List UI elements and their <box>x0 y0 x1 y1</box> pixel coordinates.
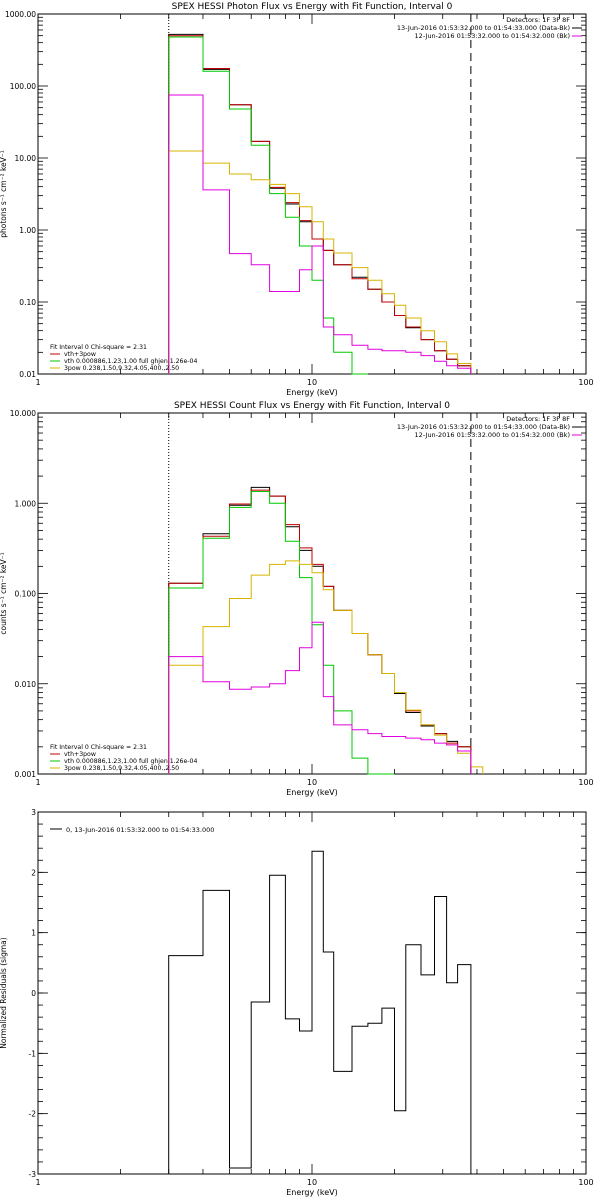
legend-entry: 13-Jun-2016 01:53:32.000 to 01:54:33.000… <box>397 24 570 32</box>
series-line-3pow <box>168 560 484 774</box>
y-tick-label: 3 <box>31 808 36 817</box>
x-axis-label: Energy (keV) <box>286 1188 338 1197</box>
legend-entry: 13-Jun-2016 01:53:32.000 to 01:54:33.000… <box>397 423 570 431</box>
x-tick-label: 1 <box>35 378 40 387</box>
y-tick-label: 0 <box>31 989 36 998</box>
series-line-0 <box>168 850 472 1174</box>
y-tick-label: 0.100 <box>15 590 37 599</box>
photon-flux-panel: SPEX HESSI Photon Flux vs Energy with Fi… <box>0 2 594 397</box>
x-tick-label: 10 <box>307 378 317 387</box>
y-tick-label: 1000.00 <box>5 10 36 19</box>
y-axis-label: photons s⁻¹ cm⁻² keV⁻¹ <box>0 150 8 238</box>
y-tick-label: 10.000 <box>10 409 36 418</box>
x-tick-label: 10 <box>307 1178 317 1187</box>
legend-entry: 3pow 0.238,1.50,9.32,4.05,400.,2.50 <box>64 365 179 372</box>
y-tick-label: 1 <box>31 929 36 938</box>
series-line-bk <box>168 621 472 774</box>
series-line-data-bk <box>168 33 472 374</box>
x-tick-label: 1 <box>35 1178 40 1187</box>
y-tick-label: 1.000 <box>15 499 37 508</box>
chart-title: SPEX HESSI Photon Flux vs Energy with Fi… <box>172 2 453 12</box>
y-tick-label: 100.00 <box>10 82 36 91</box>
x-tick-label: 100 <box>578 778 593 787</box>
count-flux-panel: SPEX HESSI Count Flux vs Energy with Fit… <box>0 401 594 797</box>
series-line-data-bk <box>168 486 472 774</box>
x-tick-label: 1 <box>35 778 40 787</box>
x-tick-label: 100 <box>578 1178 593 1187</box>
x-tick-label: 10 <box>307 778 317 787</box>
y-tick-label: 2 <box>31 868 36 877</box>
series-line-vth <box>168 491 395 775</box>
y-axis-label: Normalized Residuals (sigma) <box>0 937 8 1048</box>
x-axis-label: Energy (keV) <box>286 388 338 397</box>
series-line-3pow <box>168 150 472 374</box>
legend-entry: Detectors: 1F 3F 8F <box>506 16 570 24</box>
y-tick-label: 0.001 <box>15 770 37 779</box>
y-tick-label: -1 <box>29 1049 37 1058</box>
x-axis-label: Energy (keV) <box>286 788 338 797</box>
legend-entry: 0, 13-Jun-2016 01:53:32.000 to 01:54:33.… <box>66 826 214 834</box>
y-tick-label: 1.00 <box>19 226 36 235</box>
plot-frame <box>37 13 587 375</box>
legend-entry: Fit Interval 0 Chi-square = 2.31 <box>50 344 147 351</box>
legend-entry: vth 0.000886,1.23,1.00 full ghjen 1.26e-… <box>64 758 197 765</box>
legend-entry: 12-Jun-2016 01:53:32.000 to 01:54:32.000… <box>415 32 570 40</box>
legend-entry: vth 0.000886,1.23,1.00 full ghjen 1.26e-… <box>64 358 197 365</box>
series-line-bk <box>168 94 472 374</box>
series-line-vth-3pow <box>168 489 472 774</box>
series-line-vth <box>168 36 368 375</box>
y-tick-label: 0.010 <box>15 680 37 689</box>
legend-entry: 3pow 0.238,1.50,9.32,4.05,400.,2.50 <box>64 765 179 772</box>
legend-entry: 12-Jun-2016 01:53:32.000 to 01:54:32.000… <box>415 431 570 439</box>
y-tick-label: 10.00 <box>15 154 37 163</box>
y-tick-label: -3 <box>29 1170 37 1179</box>
x-tick-label: 100 <box>578 378 593 387</box>
series-line-vth-3pow <box>168 35 472 374</box>
y-axis-label: counts s⁻¹ cm⁻² keV⁻¹ <box>0 552 8 634</box>
chart-title: SPEX HESSI Count Flux vs Energy with Fit… <box>174 401 450 411</box>
legend-entry: vth+3pow <box>64 351 96 358</box>
residuals-panel: 1 10 100 -3 -2 -1 0 1 2 3 Energy (keV) Normalized R… <box>0 808 594 1197</box>
legend-entry: vth+3pow <box>64 751 96 758</box>
y-tick-label: 0.10 <box>19 298 36 307</box>
y-tick-label: 0.01 <box>19 370 36 379</box>
legend-entry: Fit Interval 0 Chi-square = 2.31 <box>50 744 147 751</box>
legend-entry: Detectors: 1F 3F 8F <box>506 415 570 423</box>
y-tick-label: -2 <box>29 1110 37 1119</box>
